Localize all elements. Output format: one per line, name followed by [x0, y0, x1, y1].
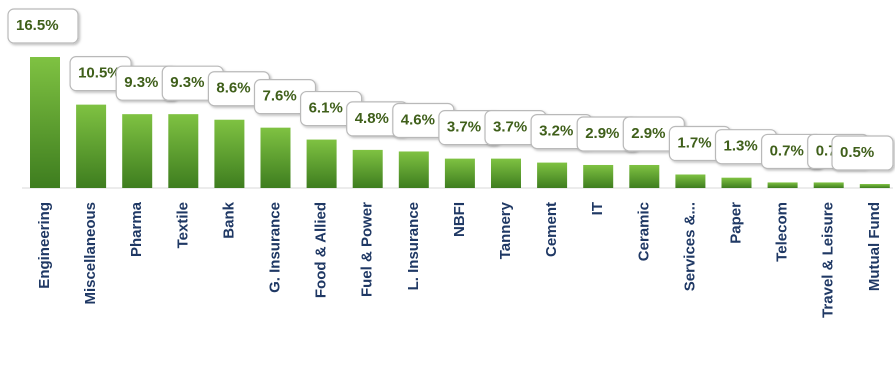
category-label-2: Pharma: [128, 201, 145, 257]
data-label-text-3: 9.3%: [170, 74, 204, 91]
bar-11: [537, 162, 568, 188]
category-label-5: G. Insurance: [266, 202, 283, 293]
data-label-box-0: [7, 8, 79, 44]
data-label-text-15: 1.3%: [724, 138, 758, 155]
category-label-11: Cement: [543, 202, 560, 257]
bar-9: [444, 158, 475, 188]
category-label-7: Fuel & Power: [359, 202, 376, 297]
data-label-18: 0.5%: [831, 135, 894, 171]
data-label-text-5: 7.6%: [263, 88, 297, 105]
data-label-text-4: 8.6%: [216, 80, 250, 97]
bar-18: [859, 184, 890, 188]
bar-14: [675, 174, 706, 188]
category-label-15: Paper: [727, 202, 744, 244]
data-label-text-14: 1.7%: [677, 134, 711, 151]
data-label-text-1: 10.5%: [78, 65, 121, 82]
data-label-text-11: 3.2%: [539, 123, 573, 140]
bar-7: [352, 149, 383, 188]
category-label-6: Food & Allied: [313, 202, 330, 298]
category-label-0: Engineering: [36, 202, 53, 289]
category-label-8: L. Insurance: [405, 202, 422, 290]
data-label-text-18: 0.5%: [840, 144, 874, 161]
category-label-9: NBFI: [451, 202, 468, 237]
data-label-text-9: 3.7%: [447, 119, 481, 136]
bar-6: [306, 139, 337, 188]
category-label-17: Travel & Leisure: [820, 202, 837, 318]
bar-1: [76, 104, 107, 188]
bar-13: [629, 164, 660, 188]
data-label-text-12: 2.9%: [585, 125, 619, 142]
category-label-1: Miscellaneous: [82, 202, 99, 305]
category-label-12: IT: [589, 202, 606, 215]
category-label-3: Textile: [174, 202, 191, 248]
data-label-text-10: 3.7%: [493, 119, 527, 136]
bar-8: [398, 151, 429, 188]
bar-16: [767, 182, 798, 188]
category-label-18: Mutual Fund: [866, 202, 883, 291]
data-label-text-7: 4.8%: [355, 110, 389, 127]
bar-4: [214, 119, 245, 188]
data-label-text-13: 2.9%: [631, 125, 665, 142]
category-labels-group: Engineering Miscellaneous Pharma Textile Ban…: [36, 201, 883, 318]
bar-12: [583, 164, 614, 188]
bar-10: [491, 158, 521, 188]
data-labels-group: 16.5%10.5%9.3% 9.3% 8.6% 7.6%6.1%4.8% 4.6% 3.…: [7, 8, 894, 171]
category-label-4: Bank: [220, 201, 237, 238]
data-label-text-8: 4.6%: [401, 111, 435, 128]
bar-2: [122, 114, 153, 188]
category-label-10: Tannery: [497, 201, 514, 259]
bar-15: [721, 177, 752, 188]
category-label-16: Telecom: [774, 202, 791, 262]
category-label-13: Ceramic: [635, 202, 652, 261]
bars-group: [30, 57, 890, 188]
data-label-0: 16.5%: [7, 8, 79, 44]
bar-5: [260, 127, 291, 188]
bar-0: [30, 57, 60, 188]
data-label-box-18: [831, 135, 894, 171]
bar-3: [168, 114, 199, 188]
data-label-text-6: 6.1%: [309, 100, 343, 117]
data-label-text-0: 16.5%: [16, 17, 59, 34]
data-label-text-2: 9.3%: [124, 74, 158, 91]
data-label-text-16: 0.7%: [770, 142, 804, 159]
bar-17: [813, 182, 844, 188]
category-label-14: Services &...: [681, 202, 698, 291]
